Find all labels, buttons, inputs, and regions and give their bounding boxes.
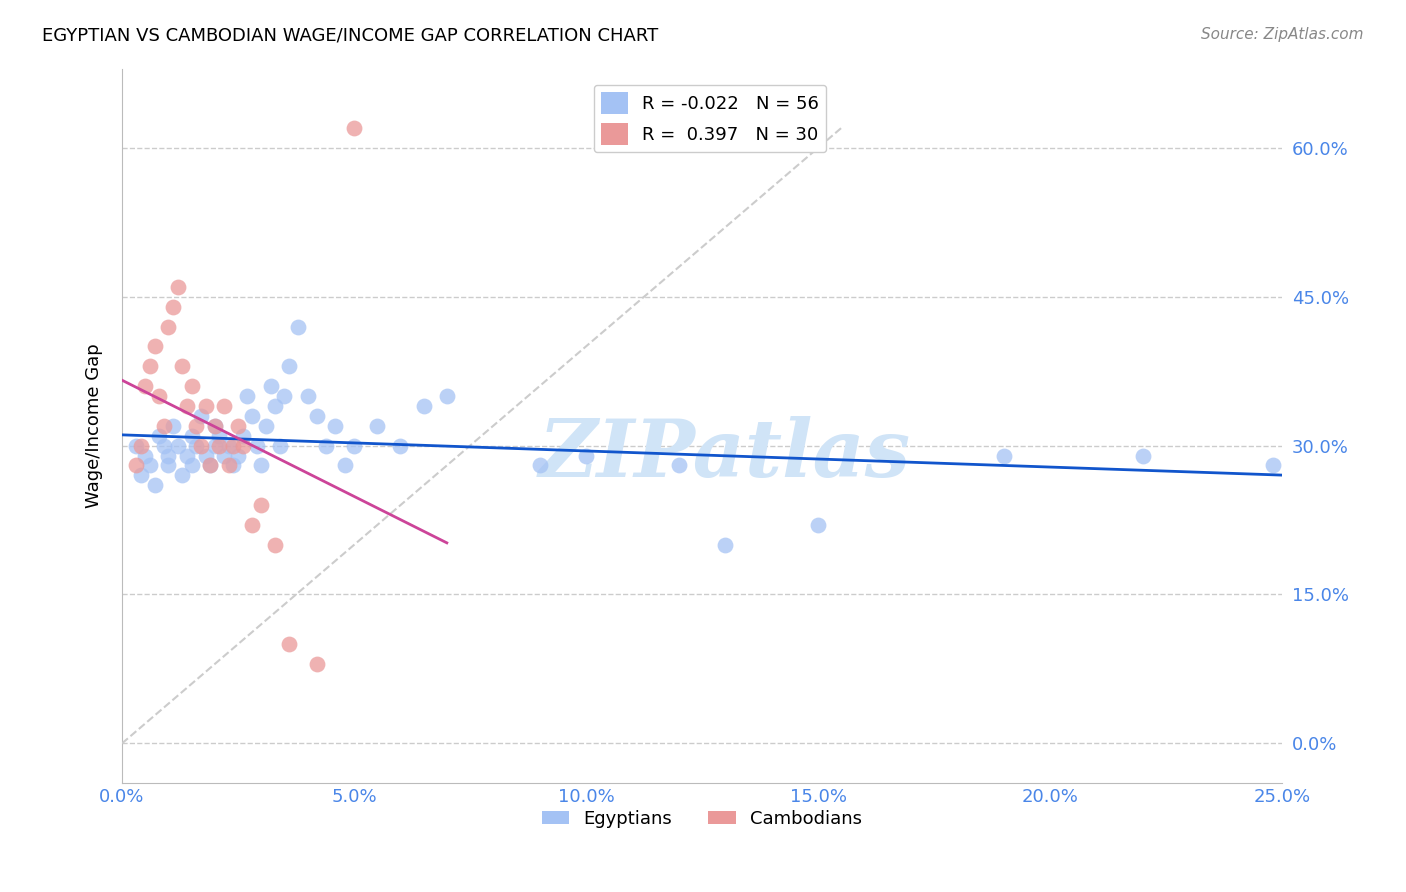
Point <box>389 439 412 453</box>
Text: ZIPatlas: ZIPatlas <box>538 416 911 493</box>
Point <box>305 409 328 423</box>
Point <box>180 428 202 442</box>
Point <box>134 379 156 393</box>
Point <box>157 319 180 334</box>
Point <box>264 538 287 552</box>
Point <box>412 399 434 413</box>
Point <box>222 458 245 473</box>
Point <box>166 439 188 453</box>
Point <box>366 418 388 433</box>
Point <box>200 458 222 473</box>
Point <box>236 389 259 403</box>
Point <box>278 359 301 374</box>
Point <box>714 538 737 552</box>
Point <box>176 449 198 463</box>
Point <box>325 418 347 433</box>
Point <box>240 409 263 423</box>
Point <box>162 300 184 314</box>
Point <box>186 418 208 433</box>
Point <box>333 458 356 473</box>
Point <box>143 339 166 353</box>
Point <box>204 418 226 433</box>
Point <box>254 418 277 433</box>
Point <box>143 478 166 492</box>
Point <box>186 439 208 453</box>
Text: EGYPTIAN VS CAMBODIAN WAGE/INCOME GAP CORRELATION CHART: EGYPTIAN VS CAMBODIAN WAGE/INCOME GAP CO… <box>42 27 658 45</box>
Point <box>218 439 240 453</box>
Point <box>297 389 319 403</box>
Point <box>166 280 188 294</box>
Point <box>668 458 690 473</box>
Point <box>232 439 254 453</box>
Point <box>436 389 458 403</box>
Point <box>204 418 226 433</box>
Point <box>200 458 222 473</box>
Point <box>125 458 148 473</box>
Point <box>139 359 162 374</box>
Y-axis label: Wage/Income Gap: Wage/Income Gap <box>86 343 103 508</box>
Point <box>212 449 235 463</box>
Point <box>269 439 291 453</box>
Point <box>259 379 281 393</box>
Point <box>190 409 212 423</box>
Point <box>343 121 366 136</box>
Point <box>176 399 198 413</box>
Point <box>218 458 240 473</box>
Point <box>194 399 217 413</box>
Point <box>162 418 184 433</box>
Point <box>264 399 287 413</box>
Point <box>153 418 176 433</box>
Point <box>148 389 170 403</box>
Point <box>807 518 830 533</box>
Point <box>993 449 1015 463</box>
Text: Source: ZipAtlas.com: Source: ZipAtlas.com <box>1201 27 1364 42</box>
Point <box>1261 458 1284 473</box>
Point <box>287 319 309 334</box>
Point <box>157 458 180 473</box>
Point <box>208 439 231 453</box>
Point <box>180 458 202 473</box>
Point <box>157 449 180 463</box>
Point <box>226 418 249 433</box>
Point <box>1132 449 1154 463</box>
Point <box>204 439 226 453</box>
Point <box>222 439 245 453</box>
Point <box>172 468 194 483</box>
Point <box>315 439 337 453</box>
Point <box>129 468 152 483</box>
Point <box>134 449 156 463</box>
Point <box>305 657 328 671</box>
Point <box>575 449 598 463</box>
Point <box>226 449 249 463</box>
Point <box>125 439 148 453</box>
Point <box>343 439 366 453</box>
Point <box>212 399 235 413</box>
Point <box>129 439 152 453</box>
Point <box>273 389 295 403</box>
Point <box>148 428 170 442</box>
Point <box>172 359 194 374</box>
Point <box>180 379 202 393</box>
Point <box>278 637 301 651</box>
Point <box>250 498 273 512</box>
Point <box>240 518 263 533</box>
Point <box>190 439 212 453</box>
Legend: Egyptians, Cambodians: Egyptians, Cambodians <box>534 802 869 835</box>
Point <box>208 428 231 442</box>
Point <box>194 449 217 463</box>
Point <box>139 458 162 473</box>
Point <box>529 458 551 473</box>
Point <box>153 439 176 453</box>
Point <box>246 439 269 453</box>
Point <box>250 458 273 473</box>
Point <box>232 428 254 442</box>
